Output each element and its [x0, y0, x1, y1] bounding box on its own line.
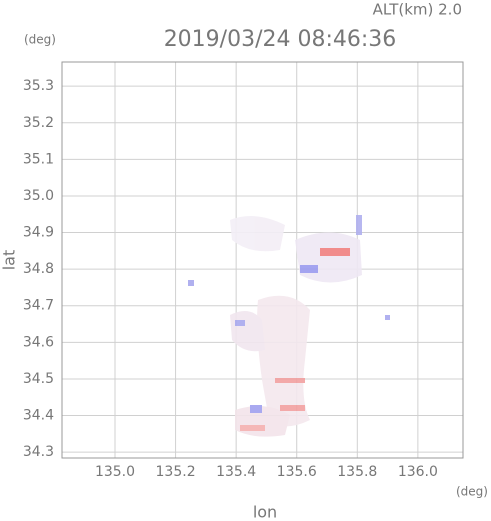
echo-region: [257, 295, 310, 427]
y-axis-label: lat: [0, 250, 19, 271]
y-tick-label: 34.4: [23, 408, 54, 424]
echo-cell: [356, 215, 362, 235]
x-unit: (deg): [456, 485, 488, 499]
y-tick-label: 34.5: [23, 371, 54, 387]
y-tick-label: 34.8: [23, 261, 54, 277]
x-tick-label: 136.0: [398, 464, 438, 480]
y-tick-label: 35.2: [23, 115, 54, 131]
y-tick-label: 34.6: [23, 334, 54, 350]
chart-title: 2019/03/24 08:46:36: [164, 27, 397, 52]
y-tick-label: 35.3: [23, 78, 54, 94]
x-tick-label: 135.4: [216, 464, 256, 480]
echo-cell: [320, 248, 350, 256]
echo-cell: [188, 280, 194, 286]
y-tick-label: 35.1: [23, 151, 54, 167]
echo-cell: [235, 320, 245, 326]
chart-subtitle: ALT(km) 2.0: [373, 1, 462, 19]
y-tick-label: 34.7: [23, 298, 54, 314]
grid: [62, 62, 463, 458]
x-tick-label: 135.0: [95, 464, 135, 480]
echo-cell: [300, 265, 318, 273]
y-tick-label: 34.9: [23, 225, 54, 241]
y-tick-label: 34.3: [23, 444, 54, 460]
echo-region: [230, 216, 285, 252]
echo-cell: [275, 378, 305, 383]
x-tick-label: 135.8: [337, 464, 377, 480]
echo-cell: [250, 405, 262, 413]
echo-cell: [280, 405, 305, 411]
echo-cell: [240, 425, 265, 431]
echo-region: [295, 232, 362, 283]
x-tick-label: 135.2: [156, 464, 196, 480]
x-tick-label: 135.6: [277, 464, 317, 480]
y-tick-label: 35.0: [23, 188, 54, 204]
x-axis-label: lon: [253, 503, 277, 521]
y-unit: (deg): [24, 33, 56, 47]
plot-frame: [61, 61, 464, 459]
echo-field: [188, 215, 390, 437]
echo-cell: [385, 315, 390, 320]
